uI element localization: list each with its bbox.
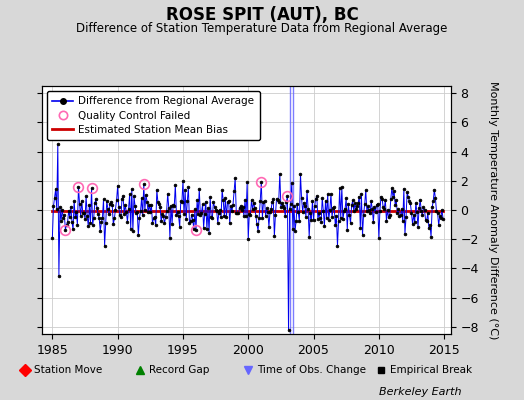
Text: Difference of Station Temperature Data from Regional Average: Difference of Station Temperature Data f… xyxy=(77,22,447,35)
Legend: Difference from Regional Average, Quality Control Failed, Estimated Station Mean: Difference from Regional Average, Qualit… xyxy=(47,91,259,140)
Text: ROSE SPIT (AUT), BC: ROSE SPIT (AUT), BC xyxy=(166,6,358,24)
Text: Time of Obs. Change: Time of Obs. Change xyxy=(257,365,366,375)
Text: Berkeley Earth: Berkeley Earth xyxy=(379,387,461,397)
Text: Station Move: Station Move xyxy=(35,365,103,375)
Text: Record Gap: Record Gap xyxy=(149,365,210,375)
Text: Empirical Break: Empirical Break xyxy=(390,365,472,375)
Y-axis label: Monthly Temperature Anomaly Difference (°C): Monthly Temperature Anomaly Difference (… xyxy=(488,81,498,339)
